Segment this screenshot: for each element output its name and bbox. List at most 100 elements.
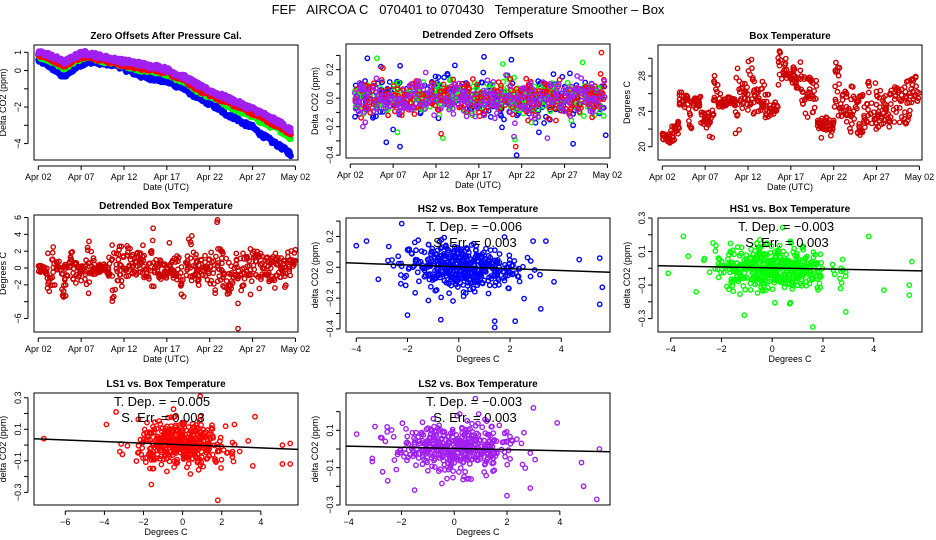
data-point (424, 256, 431, 263)
data-point-box (895, 87, 902, 94)
data-point (501, 234, 508, 240)
data-point-ls1 (589, 114, 595, 121)
x-tick-label: Apr 12 (111, 172, 138, 182)
outlier (908, 258, 915, 265)
data-point (425, 271, 432, 278)
data-point-box (49, 274, 56, 281)
data-point (446, 290, 452, 297)
data-point-box (250, 248, 257, 255)
data-point-box (733, 74, 740, 81)
data-point-box (793, 84, 800, 91)
data-point (451, 243, 458, 250)
data-point-box (50, 244, 57, 250)
data-point (810, 249, 817, 256)
outlier-hs2 (397, 143, 403, 150)
data-point-box (761, 82, 768, 88)
outlier (741, 312, 748, 319)
data-point-box (905, 117, 911, 124)
data-point-box (207, 280, 214, 287)
data-point (842, 273, 849, 279)
data-point-ls2 (376, 96, 383, 103)
data-point-box (734, 101, 741, 108)
data-point (780, 257, 786, 264)
data-point-ls2 (588, 81, 595, 87)
data-point (779, 224, 786, 231)
data-point (495, 275, 501, 281)
data-point-box (772, 99, 779, 106)
data-point (758, 285, 765, 291)
data-point-ls2 (410, 88, 417, 95)
data-point-box (190, 263, 197, 269)
data-point-ls2 (386, 103, 393, 110)
data-point-box (861, 118, 867, 124)
plot-frame (657, 217, 923, 333)
data-point-box (876, 104, 883, 111)
data-point-box (775, 59, 782, 66)
data-point-ls1 (440, 81, 447, 88)
y-tick-label: −2 (13, 280, 23, 290)
data-point (513, 270, 519, 276)
data-point-box (836, 64, 843, 71)
data-point-box (240, 250, 246, 257)
data-point-box (698, 109, 705, 116)
data-point-ls2 (463, 113, 470, 120)
data-point-box (912, 73, 919, 80)
data-point (747, 280, 754, 287)
data-point-box (901, 109, 908, 116)
data-point (425, 241, 432, 248)
outlier-hs2 (451, 62, 458, 69)
data-point-box (256, 285, 263, 292)
data-point (794, 253, 800, 260)
data-point-box (732, 109, 739, 115)
data-point-box (194, 278, 201, 284)
data-point (727, 248, 734, 255)
temp-dependence-label: T. Dep. = −0.003 (738, 219, 834, 234)
data-point-box (66, 260, 73, 267)
x-tick-label: Apr 12 (735, 172, 762, 182)
data-point (432, 287, 439, 294)
data-point (430, 258, 437, 265)
data-point (755, 270, 762, 277)
data-point (395, 260, 402, 267)
data-point-ls2 (536, 92, 543, 98)
y-tick-label: 0.0 (325, 261, 335, 274)
plot-frame (657, 44, 923, 161)
outlier (543, 238, 549, 245)
data-point (748, 246, 754, 253)
outlier-hs2 (364, 55, 371, 62)
y-tick-label: −0.1 (637, 276, 647, 294)
data-point-ls2 (455, 102, 462, 108)
data-point-ls2 (540, 79, 546, 86)
data-point (754, 290, 761, 296)
data-point-box (877, 87, 884, 94)
data-point-box (88, 248, 95, 255)
data-point-box (835, 112, 842, 119)
data-point-ls2 (364, 89, 371, 96)
data-point (729, 282, 736, 289)
data-point (439, 244, 445, 251)
data-point (406, 246, 413, 253)
data-point-box (70, 270, 77, 276)
data-point (764, 284, 771, 291)
data-point-box (798, 73, 805, 80)
data-point-ls2 (572, 90, 579, 97)
data-point (756, 260, 763, 267)
data-point-box (810, 96, 817, 103)
x-tick-label: Apr 12 (111, 344, 138, 354)
data-point-box (732, 130, 739, 137)
data-point-box (234, 264, 240, 271)
data-point (815, 286, 821, 293)
data-point-box (220, 282, 226, 289)
data-point-box (758, 100, 764, 107)
data-point-box (832, 69, 839, 75)
data-point-ls2 (362, 119, 369, 126)
data-point-box (742, 95, 748, 102)
data-point-ls2 (491, 115, 498, 122)
data-point (461, 255, 468, 262)
outlier (404, 312, 411, 318)
data-point (780, 248, 787, 255)
data-point-box (687, 123, 694, 130)
data-point (491, 247, 498, 254)
data-point-hs2 (432, 73, 439, 80)
data-point-box (76, 272, 83, 279)
